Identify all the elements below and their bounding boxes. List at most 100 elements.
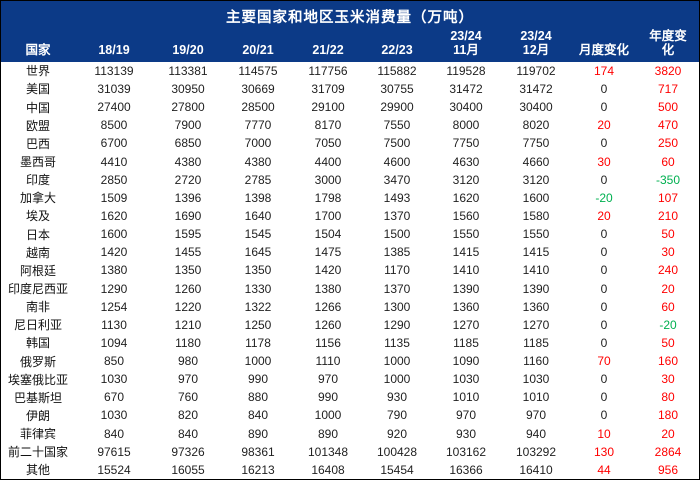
value-cell: 29900: [380, 100, 414, 115]
table-row: 越南 1420 1455 1645 1475 1385 1415 1415 0 30: [1, 243, 699, 261]
value-cell: 1030: [100, 408, 128, 423]
value-cell: 1290: [383, 317, 411, 332]
value-cell: 1550: [522, 227, 550, 242]
value-cell: 1420: [100, 245, 128, 260]
table-row: 韩国 1094 1180 1178 1156 1135 1185 1185 0 50: [1, 334, 699, 352]
yearly-change-cell: 160: [657, 354, 679, 369]
value-cell: 113381: [168, 63, 208, 78]
country-cell: 欧盟: [25, 118, 50, 133]
value-cell: 1090: [452, 354, 480, 369]
value-cell: 1322: [244, 299, 272, 314]
value-cell: 4630: [452, 154, 480, 169]
value-cell: 1509: [100, 190, 128, 205]
value-cell: 8020: [522, 118, 550, 133]
value-cell: 4380: [174, 154, 202, 169]
monthly-change-cell: 20: [597, 118, 611, 133]
country-cell: 菲律宾: [19, 427, 56, 442]
country-cell: 其他: [25, 463, 50, 478]
value-cell: 930: [386, 390, 408, 405]
value-cell: 101348: [307, 444, 349, 459]
value-cell: 1550: [452, 227, 480, 242]
value-cell: 1290: [100, 281, 128, 296]
value-cell: 940: [525, 426, 547, 441]
value-cell: 1266: [314, 299, 342, 314]
value-cell: 30400: [519, 100, 553, 115]
value-cell: 1396: [174, 190, 202, 205]
value-cell: 990: [247, 372, 269, 387]
column-header: 年度变化: [649, 29, 687, 58]
table-row: 南非 1254 1220 1322 1266 1300 1360 1360 0 60: [1, 298, 699, 316]
country-cell: 俄罗斯: [19, 354, 56, 369]
country-cell: 埃及: [25, 209, 50, 224]
value-cell: 1560: [452, 208, 480, 223]
table-row: 其他 15524 16055 16213 16408 15454 16366 16410 44 9…: [1, 461, 699, 479]
value-cell: 1370: [383, 208, 411, 223]
value-cell: 7750: [522, 136, 550, 151]
value-cell: 1380: [314, 281, 342, 296]
monthly-change-cell: 0: [600, 227, 608, 242]
value-cell: 1180: [175, 335, 201, 350]
country-cell: 日本: [25, 227, 50, 242]
value-cell: 119702: [516, 63, 556, 78]
value-cell: 760: [177, 390, 199, 405]
table-row: 前二十国家 97615 97326 98361 101348 100428 103162 10…: [1, 443, 699, 461]
value-cell: 890: [247, 426, 269, 441]
yearly-change-cell: 50: [661, 335, 675, 350]
value-cell: 119528: [446, 63, 486, 78]
value-cell: 1360: [452, 299, 480, 314]
value-cell: 1420: [314, 263, 342, 278]
value-cell: 820: [177, 408, 199, 423]
value-cell: 1010: [522, 390, 550, 405]
value-cell: 1270: [452, 317, 480, 332]
country-cell: 加拿大: [19, 191, 56, 206]
value-cell: 1000: [244, 354, 272, 369]
value-cell: 3000: [314, 172, 342, 187]
value-cell: 1270: [522, 317, 550, 332]
yearly-change-cell: 240: [657, 263, 679, 278]
value-cell: 2850: [100, 172, 128, 187]
yearly-change-cell: 956: [657, 462, 679, 477]
value-cell: 840: [177, 426, 199, 441]
value-cell: 970: [177, 372, 199, 387]
monthly-change-cell: 0: [600, 263, 608, 278]
yearly-change-cell: 470: [657, 118, 679, 133]
value-cell: 28500: [241, 100, 275, 115]
value-cell: 16055: [171, 462, 205, 477]
value-cell: 27800: [171, 100, 205, 115]
value-cell: 8500: [100, 118, 128, 133]
value-cell: 31472: [519, 81, 553, 96]
value-cell: 1455: [174, 245, 202, 260]
value-cell: 8000: [452, 118, 480, 133]
value-cell: 1385: [383, 245, 411, 260]
value-cell: 3470: [383, 172, 411, 187]
value-cell: 16213: [241, 462, 275, 477]
value-cell: 16410: [519, 462, 553, 477]
value-cell: 4600: [383, 154, 411, 169]
value-cell: 990: [317, 390, 339, 405]
country-cell: 中国: [25, 100, 50, 115]
value-cell: 1410: [522, 263, 550, 278]
yearly-change-cell: 210: [657, 208, 679, 223]
country-cell: 伊朗: [25, 408, 50, 423]
monthly-change-cell: 0: [600, 390, 608, 405]
value-cell: 1620: [452, 190, 480, 205]
country-cell: 韩国: [25, 336, 50, 351]
column-header: 20/21: [242, 43, 274, 58]
column-header: 19/20: [172, 43, 204, 58]
value-cell: 1500: [383, 227, 411, 242]
table-row: 俄罗斯 850 980 1000 1110 1000 1090 1160 70 160: [1, 352, 699, 370]
yearly-change-cell: 20: [661, 426, 675, 441]
value-cell: 890: [317, 426, 339, 441]
value-cell: 1390: [522, 281, 550, 296]
value-cell: 2785: [244, 172, 272, 187]
value-cell: 880: [247, 390, 269, 405]
table-row: 加拿大 1509 1396 1398 1798 1493 1620 1600 -20 107: [1, 189, 699, 207]
value-cell: 100428: [376, 444, 418, 459]
yearly-change-cell: 3820: [654, 63, 682, 78]
value-cell: 1010: [452, 390, 480, 405]
value-cell: 1300: [383, 299, 411, 314]
value-cell: 1350: [174, 263, 202, 278]
monthly-change-cell: 70: [597, 354, 611, 369]
value-cell: 98361: [241, 444, 275, 459]
